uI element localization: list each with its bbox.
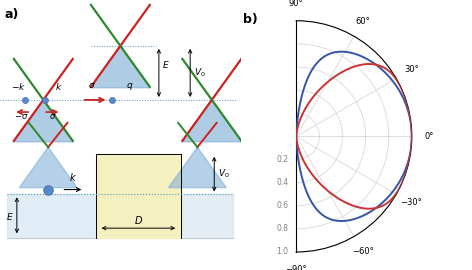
Text: $V_0$: $V_0$ — [218, 168, 229, 180]
Text: $-k$: $-k$ — [10, 81, 25, 92]
Polygon shape — [7, 194, 96, 238]
Text: a): a) — [5, 8, 19, 21]
Text: b): b) — [243, 14, 258, 26]
Text: $D$: $D$ — [134, 214, 143, 226]
Polygon shape — [90, 46, 151, 88]
Text: $E$: $E$ — [6, 211, 13, 221]
Polygon shape — [181, 194, 234, 238]
Text: $\sigma$: $\sigma$ — [49, 112, 57, 121]
Text: $\sigma$: $\sigma$ — [87, 81, 95, 90]
Text: $k$: $k$ — [55, 81, 63, 92]
Polygon shape — [13, 100, 74, 142]
Polygon shape — [96, 154, 181, 238]
Text: $q$: $q$ — [126, 81, 134, 92]
Text: $-\sigma$: $-\sigma$ — [15, 112, 29, 121]
Text: $k$: $k$ — [69, 171, 77, 183]
Polygon shape — [169, 147, 226, 188]
Text: $V_0$: $V_0$ — [194, 67, 205, 79]
Polygon shape — [19, 147, 77, 188]
Polygon shape — [182, 100, 242, 142]
Text: $E$: $E$ — [162, 59, 169, 70]
